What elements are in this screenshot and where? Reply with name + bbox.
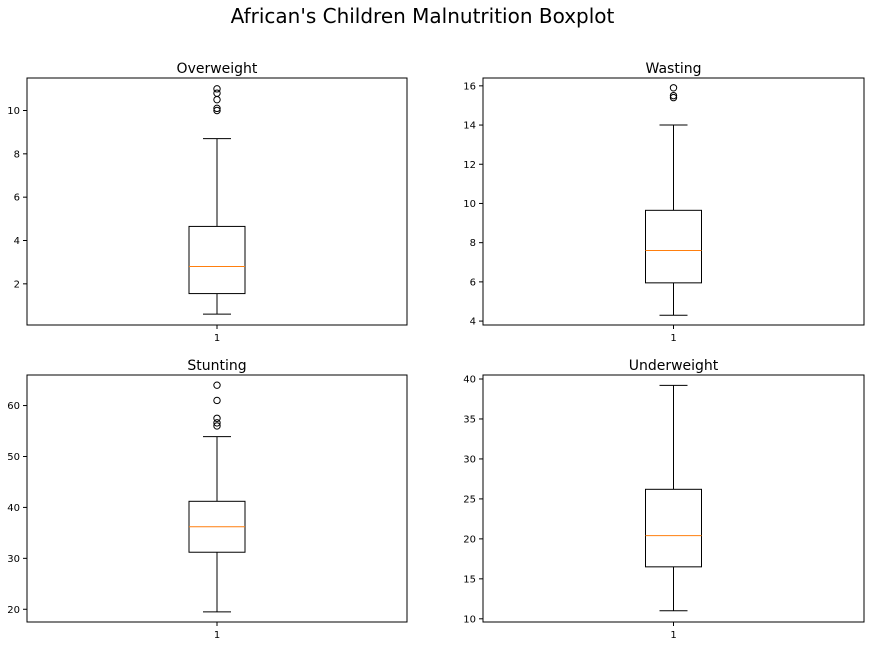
subplot-underweight: Underweight 10 15 20 25 30 35 40 1 (463, 358, 865, 641)
y-tick-label: 40 (463, 374, 476, 385)
iqr-box (188, 225, 246, 295)
y-tick-label: 15 (463, 574, 476, 585)
axes-frame (26, 374, 408, 623)
x-tick-label: 1 (670, 333, 676, 344)
subplot-wasting: Wasting 4 6 8 10 12 14 16 1 (463, 61, 865, 344)
x-tick-label: 1 (214, 630, 220, 641)
y-tick-label: 8 (14, 149, 20, 160)
axes-frame (26, 77, 408, 326)
outlier-point (669, 84, 678, 92)
subplot-title: Stunting (187, 358, 246, 374)
y-tick-label: 10 (7, 106, 20, 117)
outlier-point (213, 396, 221, 405)
outlier-point (213, 422, 221, 430)
subplot-overweight: Overweight 2 4 6 8 10 1 (7, 61, 408, 344)
y-tick-label: 30 (463, 454, 476, 465)
outlier-point (213, 95, 221, 104)
y-tick-label: 4 (14, 236, 20, 247)
subplot-stunting: Stunting 20 30 40 50 60 1 (7, 358, 408, 641)
subplot-title: Overweight (177, 61, 258, 77)
y-tick-label: 14 (463, 121, 476, 132)
x-tick-label: 1 (670, 630, 676, 641)
outlier-point (213, 89, 221, 97)
outlier-point (213, 104, 221, 113)
iqr-box (645, 488, 702, 568)
y-tick-label: 10 (463, 199, 476, 210)
y-tick-label: 8 (470, 238, 476, 249)
axes-frame (482, 77, 865, 326)
subplot-title: Wasting (646, 61, 702, 77)
x-tick-label: 1 (214, 333, 220, 344)
y-tick-label: 2 (14, 279, 20, 290)
outlier-point (213, 381, 221, 389)
outlier-point (669, 91, 678, 100)
y-tick-label: 40 (7, 503, 20, 514)
y-tick-label: 25 (463, 494, 476, 505)
y-tick-label: 16 (463, 81, 476, 92)
y-tick-label: 12 (463, 160, 476, 171)
outlier-point (213, 419, 221, 427)
y-tick-label: 20 (7, 605, 20, 616)
figure-title: African's Children Malnutrition Boxplot (230, 4, 615, 28)
y-tick-label: 6 (14, 193, 20, 204)
axes-frame (482, 374, 865, 623)
y-tick-label: 10 (463, 614, 476, 625)
outlier-point (669, 93, 678, 102)
outlier-point (213, 414, 221, 422)
y-tick-label: 30 (7, 554, 20, 565)
y-tick-label: 60 (7, 401, 20, 412)
y-tick-label: 35 (463, 414, 476, 425)
outlier-point (213, 106, 221, 115)
subplot-title: Underweight (629, 358, 719, 374)
y-tick-label: 50 (7, 452, 20, 463)
iqr-box (645, 209, 702, 284)
y-tick-label: 4 (470, 317, 476, 328)
outlier-point (213, 85, 221, 93)
y-tick-label: 20 (463, 534, 476, 545)
y-tick-label: 6 (470, 277, 476, 288)
